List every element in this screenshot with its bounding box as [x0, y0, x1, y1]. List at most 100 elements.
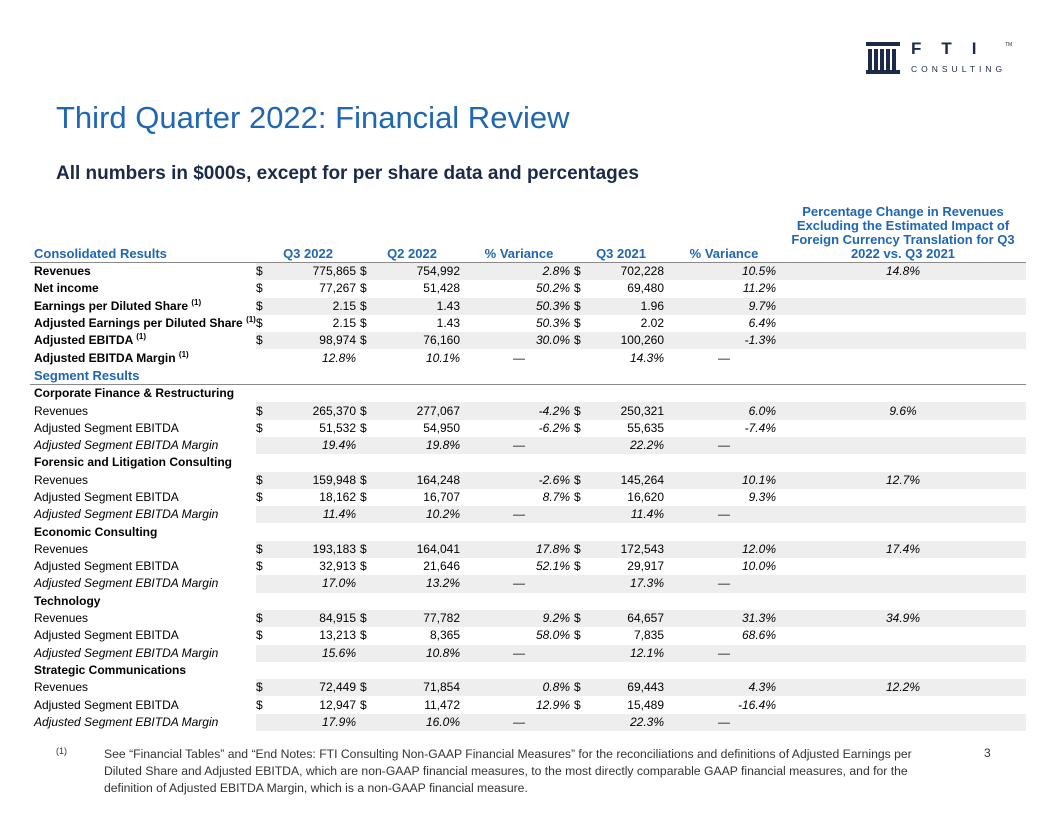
table-row: Adjusted Segment EBITDA $12,947 $11,472 12.…	[30, 696, 1026, 713]
dollar-sign: $	[256, 628, 263, 643]
dollar-sign	[360, 349, 380, 366]
dollar-sign: $	[574, 332, 594, 350]
table-row: Revenues $193,183 $164,041 17.8% $172,543 12.…	[30, 540, 1026, 559]
value-pct-change-fx: 14.8%	[780, 262, 1026, 281]
value-variance-2: 10.5%	[668, 262, 780, 281]
value-variance-2: —	[668, 575, 780, 593]
value-q3-2021: 22.2%	[594, 436, 668, 455]
value-variance-1: 0.8%	[464, 679, 574, 697]
value-variance-1: —	[464, 506, 574, 524]
value-q3-2022: 2.15	[276, 297, 360, 315]
dollar-sign: $	[256, 402, 276, 420]
value-variance-1: 52.1%	[535, 559, 570, 574]
value-variance-1: -6.2%	[538, 420, 570, 435]
header-variance-1: % Variance	[464, 205, 574, 263]
value-q3-2021: 69,480	[627, 281, 664, 296]
value-q3-2021: 2.02	[640, 316, 664, 331]
fti-pillar-icon	[866, 42, 900, 74]
row-label-text: Adjusted EBITDA	[34, 333, 133, 348]
dollar-sign: $	[360, 490, 367, 504]
value-q2-2022: 10.1%	[425, 350, 460, 365]
value-variance-2: 6.0%	[668, 402, 780, 420]
value-q3-2022: 2.15	[332, 316, 356, 331]
row-label: Adjusted Segment EBITDA	[30, 627, 256, 644]
dollar-sign: $	[574, 628, 581, 643]
value-variance-2: 11.2%	[742, 281, 776, 296]
row-label-text: Adjusted Segment EBITDA Margin	[34, 507, 219, 522]
value-variance-1: 50.3%	[464, 297, 574, 315]
dollar-sign: $	[360, 297, 380, 315]
value-q2-2022: 10.8%	[380, 644, 464, 662]
logo-trademark: TM	[1005, 42, 1013, 48]
value-variance-2: —	[718, 350, 730, 365]
value-q3-2021: 172,543	[594, 540, 668, 559]
value-q2-2022: 10.2%	[380, 506, 464, 524]
value-pct-change-fx: 17.4%	[780, 540, 1026, 559]
dollar-sign: $	[256, 297, 276, 315]
table-row: Adjusted Segment EBITDA Margin 15.6% 10.8%…	[30, 644, 1026, 662]
value-variance-2: 31.3%	[668, 609, 780, 628]
value-q2-2022: 277,067	[380, 402, 464, 420]
dollar-sign	[574, 506, 594, 524]
value-variance-2: 68.6%	[741, 628, 776, 643]
dollar-sign	[360, 575, 380, 593]
value-q2-2022: 76,160	[380, 332, 464, 350]
value-q2-2022: 16.0%	[380, 713, 464, 732]
row-label: Adjusted Segment EBITDA Margin	[30, 437, 256, 454]
segment-group-header-label: Forensic and Litigation Consulting	[34, 455, 232, 470]
row-label: Adjusted Segment EBITDA	[30, 558, 256, 575]
row-label-text: Revenues	[34, 472, 89, 487]
dollar-sign	[574, 575, 594, 593]
value-q2-2022: 21,646	[423, 559, 460, 574]
value-q3-2022: 18,162	[319, 490, 356, 504]
value-q2-2022: 13.2%	[380, 575, 464, 593]
value-pct-change-fx	[780, 436, 1026, 455]
value-q3-2022: 159,948	[276, 471, 360, 489]
dollar-sign: $	[256, 281, 263, 296]
row-label: Revenues	[30, 610, 256, 627]
value-q3-2021: 55,635	[627, 420, 664, 435]
logo-subtext: CONSULTING	[911, 64, 1007, 74]
dollar-sign: $	[256, 420, 263, 435]
value-q3-2022: 13,213	[319, 628, 356, 643]
value-q3-2022: 17.9%	[276, 713, 360, 732]
value-variance-1: —	[464, 713, 574, 732]
dollar-sign: $	[256, 471, 276, 489]
value-q3-2022: 77,267	[319, 281, 356, 296]
row-label: Revenues	[30, 402, 256, 419]
segment-group-header-label: Strategic Communications	[34, 662, 187, 677]
value-pct-change-fx	[780, 349, 1026, 366]
header-pct-change-fx: Percentage Change in Revenues Excluding …	[780, 205, 1026, 263]
value-variance-1: —	[513, 350, 525, 365]
dollar-sign	[256, 349, 276, 366]
dollar-sign: $	[360, 609, 380, 628]
dollar-sign: $	[360, 697, 367, 712]
dollar-sign: $	[256, 490, 263, 504]
dollar-sign: $	[360, 679, 380, 697]
value-variance-1: 50.3%	[535, 316, 570, 331]
row-label: Adjusted Segment EBITDA	[30, 420, 256, 437]
value-variance-2: -1.3%	[668, 332, 780, 350]
dollar-sign: $	[360, 316, 367, 331]
row-label-text: Net income	[34, 281, 99, 296]
value-q2-2022: 754,992	[380, 262, 464, 281]
value-variance-1: 2.8%	[464, 262, 574, 281]
footnote-marker: (1)	[56, 746, 67, 756]
value-q2-2022: 71,854	[380, 679, 464, 697]
row-label-text: Adjusted Segment EBITDA	[34, 420, 179, 435]
value-pct-change-fx	[780, 696, 1026, 713]
dollar-sign	[360, 713, 380, 732]
value-q3-2021: 16,620	[627, 490, 664, 504]
dollar-sign: $	[574, 402, 594, 420]
financial-review-table: Consolidated Results Q3 2022 Q2 2022 % V…	[30, 205, 1026, 732]
dollar-sign: $	[256, 609, 276, 628]
dollar-sign: $	[360, 262, 380, 281]
dollar-sign: $	[256, 540, 276, 559]
dollar-sign: $	[574, 609, 594, 628]
dollar-sign	[256, 506, 276, 524]
table-row: Revenues $775,865 $754,992 2.8% $702,228 10.5…	[30, 262, 1026, 281]
value-q3-2022: 11.4%	[276, 506, 360, 524]
dollar-sign: $	[360, 471, 380, 489]
value-q2-2022: 164,248	[380, 471, 464, 489]
value-variance-2: 12.0%	[668, 540, 780, 559]
